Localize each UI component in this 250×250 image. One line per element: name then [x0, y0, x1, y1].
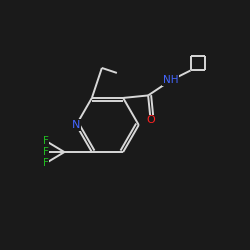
Text: F: F	[43, 147, 48, 157]
Text: O: O	[146, 116, 155, 126]
Text: F: F	[43, 136, 48, 146]
Text: F: F	[43, 158, 48, 168]
Text: NH: NH	[163, 76, 178, 86]
Text: N: N	[72, 120, 80, 130]
